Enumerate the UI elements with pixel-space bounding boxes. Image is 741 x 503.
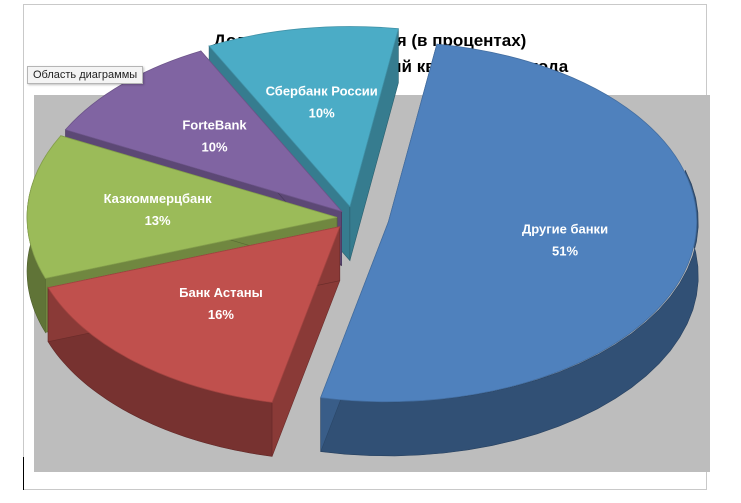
slice-4-label: ForteBank bbox=[182, 118, 247, 133]
slice-4-value: 10% bbox=[201, 140, 227, 155]
slice-2-top[interactable] bbox=[47, 226, 341, 403]
slice-5-label: Сбербанк России bbox=[266, 83, 378, 98]
text-cursor bbox=[23, 457, 24, 490]
slice-1-top[interactable] bbox=[320, 43, 698, 403]
slice-1-label: Другие банки bbox=[522, 222, 608, 237]
slice-3-label: Казкоммерцбанк bbox=[104, 191, 213, 206]
slice-2-label: Банк Астаны bbox=[179, 285, 263, 300]
chart-area-tooltip: Область диаграммы bbox=[27, 66, 144, 84]
slice-2-value: 16% bbox=[208, 307, 234, 322]
slice-3-top[interactable] bbox=[26, 135, 338, 279]
slice-4-top[interactable] bbox=[64, 50, 343, 213]
slice-5-top[interactable] bbox=[208, 26, 399, 208]
slice-3-value: 13% bbox=[145, 213, 171, 228]
slice-5-value: 10% bbox=[309, 105, 335, 120]
slice-1-value: 51% bbox=[552, 244, 578, 259]
